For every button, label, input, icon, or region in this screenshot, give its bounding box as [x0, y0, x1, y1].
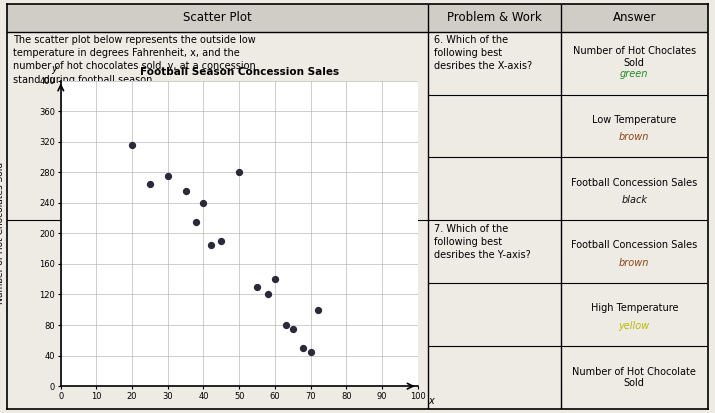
Point: [297, 344, 309, 351]
Point: [144, 180, 156, 187]
Text: Scatter Plot: Scatter Plot: [183, 12, 252, 24]
Text: x: x: [428, 396, 434, 406]
Point: [262, 291, 273, 298]
Point: [312, 306, 323, 313]
Text: Answer: Answer: [613, 12, 656, 24]
Bar: [7, 4, 708, 32]
Text: y: y: [51, 64, 56, 74]
Point: [198, 199, 209, 206]
Text: brown: brown: [619, 132, 649, 142]
Text: The scatter plot below represents the outside low
temperature in degrees Fahrenh: The scatter plot below represents the ou…: [13, 35, 256, 85]
Text: Football Concession Sales: Football Concession Sales: [571, 240, 697, 250]
Text: High Temperature: High Temperature: [591, 303, 678, 313]
Point: [180, 188, 192, 195]
Point: [191, 218, 202, 225]
Text: green: green: [620, 69, 649, 79]
Point: [162, 173, 174, 179]
Text: yellow: yellow: [618, 321, 650, 331]
Text: Problem & Work: Problem & Work: [447, 12, 542, 24]
Title: Football Season Concession Sales: Football Season Concession Sales: [139, 67, 339, 77]
Text: brown: brown: [619, 258, 649, 268]
Text: Number of Hot Choclates
Sold: Number of Hot Choclates Sold: [573, 46, 696, 68]
Text: black: black: [621, 195, 647, 205]
Point: [305, 349, 316, 355]
Point: [127, 142, 138, 149]
Text: Number of Hot Chocolate
Sold: Number of Hot Chocolate Sold: [572, 367, 696, 388]
Point: [251, 283, 262, 290]
Point: [280, 322, 291, 328]
Text: Football Concession Sales: Football Concession Sales: [571, 178, 697, 188]
Text: 7. Which of the
following best
desribes the Y-axis?: 7. Which of the following best desribes …: [434, 223, 531, 260]
Point: [205, 242, 217, 248]
Point: [216, 238, 227, 244]
Point: [269, 276, 280, 282]
Text: Low Temperature: Low Temperature: [592, 115, 676, 125]
Text: 6. Which of the
following best
desribes the X-axis?: 6. Which of the following best desribes …: [434, 35, 532, 71]
Y-axis label: Number of Hot Chocolates Sold: Number of Hot Chocolates Sold: [0, 162, 6, 304]
Point: [233, 169, 245, 176]
Point: [287, 325, 298, 332]
